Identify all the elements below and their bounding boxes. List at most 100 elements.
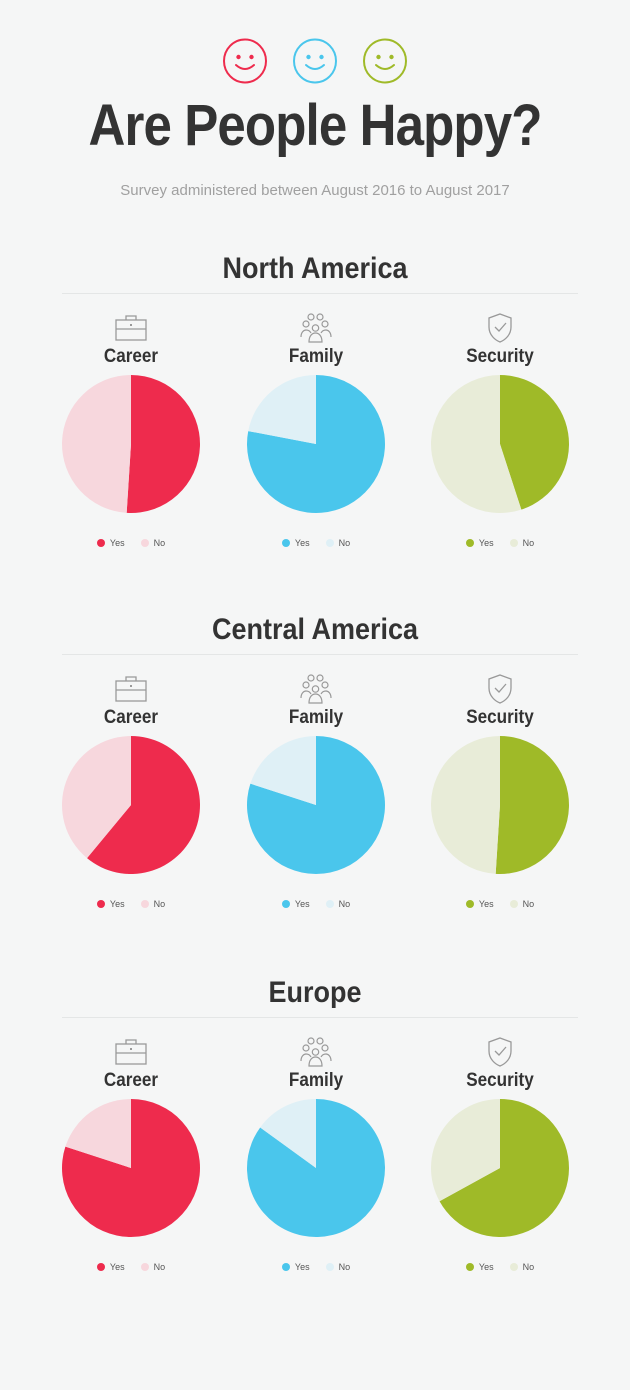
pie-chart xyxy=(62,1099,200,1237)
pie-slice-yes xyxy=(126,375,200,513)
legend-swatch xyxy=(325,1263,334,1271)
briefcase-icon xyxy=(113,1036,149,1068)
chart-legend: Yes No xyxy=(410,538,590,548)
pie-slice-no xyxy=(431,375,522,513)
smiley-icon xyxy=(362,38,408,84)
chart-legend: Yes No xyxy=(41,899,221,909)
divider xyxy=(62,1017,578,1018)
pie-slice-no xyxy=(65,1099,131,1168)
pie-chart xyxy=(61,375,200,513)
smiley-icon xyxy=(222,38,268,84)
legend-swatch xyxy=(509,900,518,908)
legend-swatch xyxy=(140,900,149,908)
legend-label: Yes xyxy=(109,899,125,909)
legend-item-no: No xyxy=(325,899,351,909)
legend-item-yes: Yes xyxy=(465,899,494,909)
legend-item-yes: Yes xyxy=(281,1262,310,1272)
pie-chart-card: Career Yes No xyxy=(41,312,221,548)
region-heading: North America xyxy=(222,252,408,285)
legend-label: Yes xyxy=(294,1262,310,1272)
pie-chart-card: Security Yes No xyxy=(410,673,590,909)
shield-check-icon xyxy=(482,673,518,705)
pie-slice-no xyxy=(250,736,316,805)
legend-swatch xyxy=(281,539,290,547)
legend-label: No xyxy=(338,899,351,909)
legend-swatch xyxy=(325,539,334,547)
legend-swatch xyxy=(96,539,105,547)
legend-item-yes: Yes xyxy=(465,1262,494,1272)
smiley-icon xyxy=(292,38,338,84)
pie-chart xyxy=(430,736,569,874)
legend-swatch xyxy=(465,1263,474,1271)
chart-title: Security xyxy=(466,707,534,728)
legend-label: Yes xyxy=(478,538,494,548)
pie-chart xyxy=(247,375,385,513)
legend-label: Yes xyxy=(294,538,310,548)
legend-label: No xyxy=(522,899,535,909)
legend-label: No xyxy=(338,1262,351,1272)
pie-slice-yes xyxy=(500,375,569,510)
legend-swatch xyxy=(509,1263,518,1271)
legend-label: No xyxy=(522,538,535,548)
divider xyxy=(62,293,578,294)
legend-swatch xyxy=(325,900,334,908)
region-heading: Europe xyxy=(268,976,362,1009)
legend-swatch xyxy=(281,900,290,908)
pie-chart xyxy=(247,736,385,874)
group-icon xyxy=(298,1036,334,1068)
legend-item-yes: Yes xyxy=(281,899,310,909)
pie-slice-no xyxy=(431,1099,500,1202)
pie-chart xyxy=(431,375,569,513)
chart-title: Family xyxy=(288,707,344,728)
pie-chart xyxy=(431,1099,569,1237)
legend-label: No xyxy=(153,538,166,548)
chart-legend: Yes No xyxy=(226,538,406,548)
pie-chart-card: Career Yes No xyxy=(41,673,221,909)
chart-legend: Yes No xyxy=(410,899,590,909)
legend-label: Yes xyxy=(109,1262,125,1272)
chart-title: Family xyxy=(288,1070,344,1091)
chart-title: Security xyxy=(466,1070,534,1091)
chart-title: Career xyxy=(103,346,159,367)
legend-label: No xyxy=(153,1262,166,1272)
chart-legend: Yes No xyxy=(226,899,406,909)
legend-swatch xyxy=(465,539,474,547)
chart-legend: Yes No xyxy=(41,538,221,548)
legend-swatch xyxy=(465,900,474,908)
pie-slice-no xyxy=(61,375,131,513)
legend-label: No xyxy=(153,899,166,909)
chart-legend: Yes No xyxy=(41,1262,221,1272)
group-icon xyxy=(298,312,334,344)
pie-slice-no xyxy=(430,736,500,874)
legend-label: Yes xyxy=(478,899,494,909)
legend-swatch xyxy=(140,1263,149,1271)
chart-title: Family xyxy=(288,346,344,367)
shield-check-icon xyxy=(482,1036,518,1068)
pie-chart-card: Security Yes No xyxy=(410,1036,590,1272)
legend-label: No xyxy=(522,1262,535,1272)
legend-item-no: No xyxy=(140,899,166,909)
divider xyxy=(62,654,578,655)
legend-label: Yes xyxy=(478,1262,494,1272)
page-subtitle: Survey administered between August 2016 … xyxy=(120,182,510,199)
pie-chart xyxy=(247,1099,385,1237)
shield-check-icon xyxy=(482,312,518,344)
region-section: Europe Career Yes No Family Yes No Security Yes N… xyxy=(0,976,630,1338)
chart-title: Career xyxy=(103,1070,159,1091)
legend-swatch xyxy=(96,1263,105,1271)
legend-label: Yes xyxy=(109,538,125,548)
briefcase-icon xyxy=(113,312,149,344)
pie-slice-yes xyxy=(439,1099,569,1237)
region-section: Central America Career Yes No Family Yes No Sec… xyxy=(0,613,630,975)
group-icon xyxy=(298,673,334,705)
region-heading: Central America xyxy=(211,613,419,646)
pie-chart-card: Family Yes No xyxy=(226,673,406,909)
legend-item-no: No xyxy=(509,899,535,909)
pie-slice-yes xyxy=(495,736,569,874)
legend-item-no: No xyxy=(140,538,166,548)
legend-item-no: No xyxy=(140,1262,166,1272)
briefcase-icon xyxy=(113,673,149,705)
pie-chart-card: Family Yes No xyxy=(226,1036,406,1272)
legend-label: No xyxy=(338,538,351,548)
legend-item-yes: Yes xyxy=(96,899,125,909)
